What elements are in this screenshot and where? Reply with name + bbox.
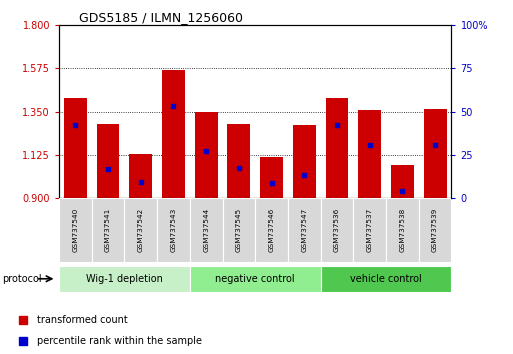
Bar — [223, 198, 255, 262]
Bar — [391, 165, 414, 198]
Bar — [293, 125, 315, 198]
Bar — [353, 198, 386, 262]
Text: GSM737542: GSM737542 — [138, 208, 144, 252]
Text: Wig-1 depletion: Wig-1 depletion — [86, 274, 163, 284]
Bar — [162, 70, 185, 198]
Text: protocol: protocol — [3, 274, 42, 284]
Text: GSM737541: GSM737541 — [105, 208, 111, 252]
Bar — [424, 109, 446, 198]
Text: GSM737545: GSM737545 — [236, 208, 242, 252]
Text: GSM737537: GSM737537 — [367, 208, 372, 252]
Bar — [386, 198, 419, 262]
Bar — [190, 198, 223, 262]
Bar — [321, 198, 353, 262]
Bar — [321, 266, 451, 292]
Text: vehicle control: vehicle control — [350, 274, 422, 284]
Bar — [157, 198, 190, 262]
Bar — [288, 198, 321, 262]
Bar — [419, 198, 451, 262]
Text: GSM737540: GSM737540 — [72, 208, 78, 252]
Text: GSM737544: GSM737544 — [203, 208, 209, 252]
Bar — [124, 198, 157, 262]
Bar — [255, 198, 288, 262]
Bar — [59, 198, 92, 262]
Text: GSM737538: GSM737538 — [400, 208, 405, 252]
Bar — [92, 198, 125, 262]
Bar — [96, 124, 120, 198]
Bar — [64, 98, 87, 198]
Text: GSM737539: GSM737539 — [432, 208, 438, 252]
Text: GSM737546: GSM737546 — [269, 208, 274, 252]
Text: transformed count: transformed count — [37, 315, 128, 325]
Bar — [326, 98, 348, 198]
Bar — [260, 157, 283, 198]
Text: GDS5185 / ILMN_1256060: GDS5185 / ILMN_1256060 — [78, 11, 243, 24]
Bar — [227, 124, 250, 198]
Text: GSM737536: GSM737536 — [334, 208, 340, 252]
Text: percentile rank within the sample: percentile rank within the sample — [37, 336, 202, 346]
Text: GSM737543: GSM737543 — [170, 208, 176, 252]
Bar — [358, 110, 381, 198]
Text: GSM737547: GSM737547 — [301, 208, 307, 252]
Bar — [190, 266, 321, 292]
Bar — [59, 266, 190, 292]
Text: negative control: negative control — [215, 274, 295, 284]
Bar — [129, 154, 152, 198]
Bar — [195, 112, 218, 198]
